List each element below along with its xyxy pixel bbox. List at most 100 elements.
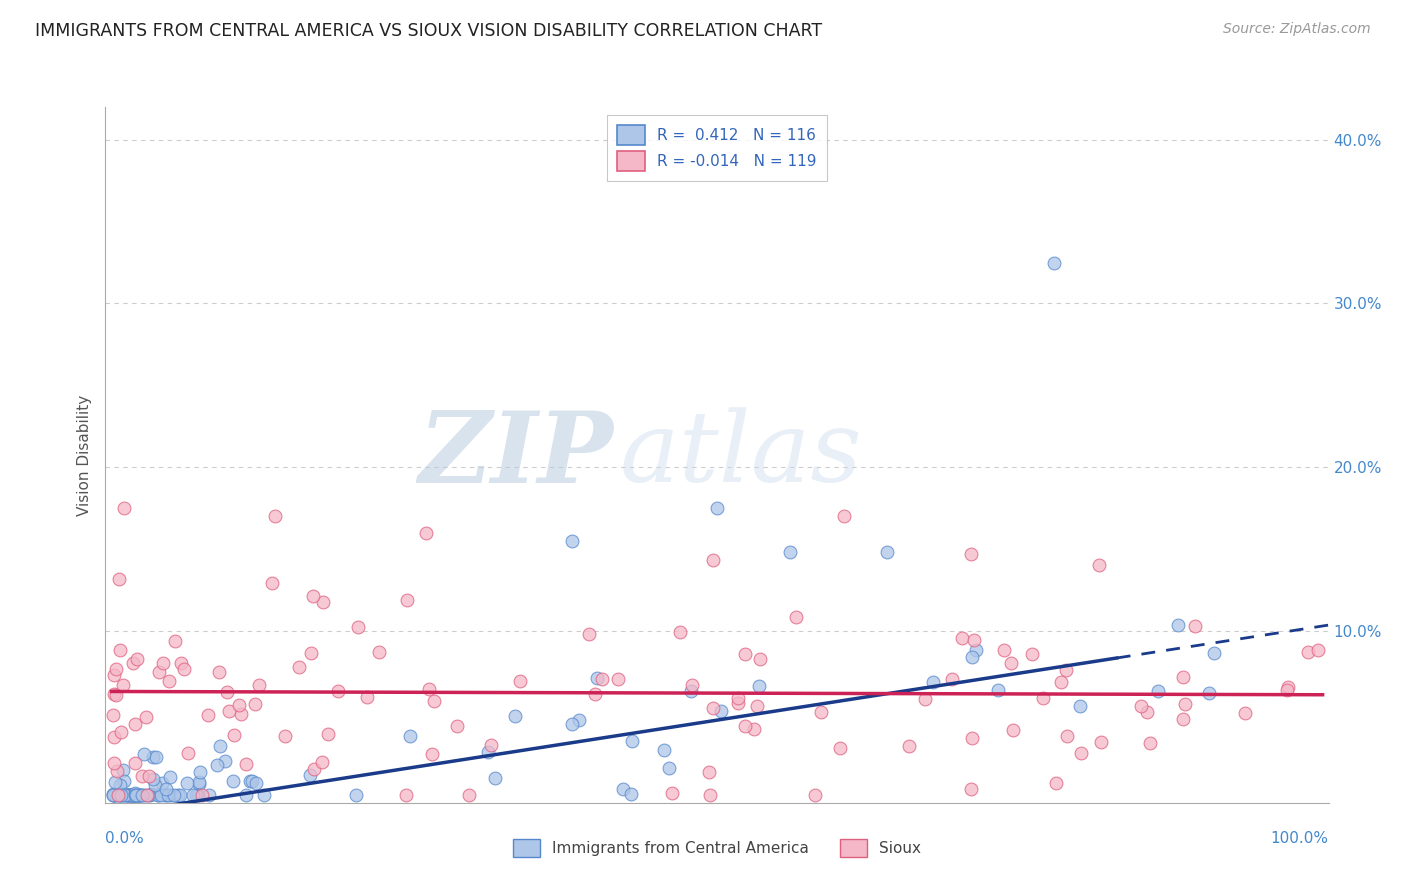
Point — [166, 788, 188, 802]
Point — [103, 756, 125, 771]
Point — [299, 768, 322, 782]
Point — [1277, 681, 1299, 695]
Point — [1045, 776, 1067, 790]
Point — [156, 788, 179, 802]
Point — [235, 757, 257, 772]
Point — [141, 787, 163, 801]
Point — [105, 688, 128, 702]
Point — [118, 788, 141, 802]
Point — [302, 762, 325, 776]
Point — [188, 765, 211, 780]
Point — [122, 656, 145, 670]
Point — [299, 646, 322, 660]
Point — [184, 788, 207, 802]
Point — [607, 672, 630, 686]
Point — [710, 704, 733, 718]
Point — [399, 729, 422, 743]
Point — [120, 788, 142, 802]
Point — [960, 731, 983, 746]
Point — [229, 707, 252, 722]
Point — [253, 788, 276, 802]
Point — [591, 672, 613, 686]
Point — [228, 698, 250, 713]
Point — [176, 776, 198, 790]
Point — [163, 788, 186, 802]
Point — [620, 787, 643, 801]
Point — [344, 788, 367, 802]
Point — [810, 706, 832, 720]
Point — [145, 749, 167, 764]
Point — [1070, 746, 1092, 760]
Point — [654, 743, 676, 757]
Point — [941, 672, 963, 686]
Point — [395, 593, 418, 607]
Point — [114, 788, 136, 802]
Point — [138, 769, 160, 783]
Point — [727, 696, 749, 710]
Point — [993, 642, 1015, 657]
Point — [218, 704, 240, 718]
Point — [181, 788, 204, 802]
Point — [105, 788, 128, 802]
Point — [112, 678, 135, 692]
Point — [264, 509, 287, 524]
Point — [347, 620, 370, 634]
Point — [187, 777, 209, 791]
Point — [274, 730, 297, 744]
Point — [922, 675, 945, 690]
Point — [699, 765, 721, 780]
Point — [127, 788, 149, 802]
Point — [302, 590, 325, 604]
Point — [209, 739, 232, 753]
Point — [110, 788, 132, 802]
Point — [222, 728, 245, 742]
Point — [127, 788, 149, 802]
Point — [149, 788, 172, 802]
Point — [173, 662, 195, 676]
Point — [1184, 619, 1206, 633]
Point — [197, 788, 219, 802]
Point — [165, 634, 187, 648]
Point — [785, 610, 807, 624]
Point — [1198, 686, 1220, 700]
Point — [681, 683, 703, 698]
Point — [832, 509, 855, 524]
Point — [1000, 656, 1022, 670]
Point — [239, 774, 262, 789]
Point — [1042, 255, 1064, 269]
Point — [125, 788, 148, 802]
Point — [312, 595, 335, 609]
Point — [578, 626, 600, 640]
Point — [247, 678, 270, 692]
Point — [142, 750, 165, 764]
Text: ZIP: ZIP — [418, 407, 613, 503]
Point — [1173, 698, 1195, 712]
Point — [135, 710, 157, 724]
Point — [420, 747, 443, 762]
Point — [136, 788, 159, 802]
Point — [1234, 706, 1257, 721]
Point — [583, 688, 606, 702]
Point — [142, 772, 165, 786]
Point — [124, 787, 146, 801]
Point — [1204, 647, 1226, 661]
Point — [125, 652, 148, 666]
Point — [131, 788, 153, 802]
Point — [779, 545, 801, 559]
Point — [612, 782, 634, 797]
Point — [108, 643, 131, 657]
Point — [423, 694, 446, 708]
Point — [159, 770, 181, 784]
Point — [568, 713, 591, 727]
Point — [103, 788, 125, 802]
Point — [107, 788, 129, 802]
Point — [108, 778, 131, 792]
Text: 100.0%: 100.0% — [1271, 831, 1329, 846]
Point — [205, 758, 228, 772]
Point — [101, 788, 124, 802]
Point — [288, 659, 311, 673]
Point — [197, 707, 219, 722]
Point — [187, 788, 209, 802]
Point — [105, 662, 128, 676]
Point — [235, 788, 257, 802]
